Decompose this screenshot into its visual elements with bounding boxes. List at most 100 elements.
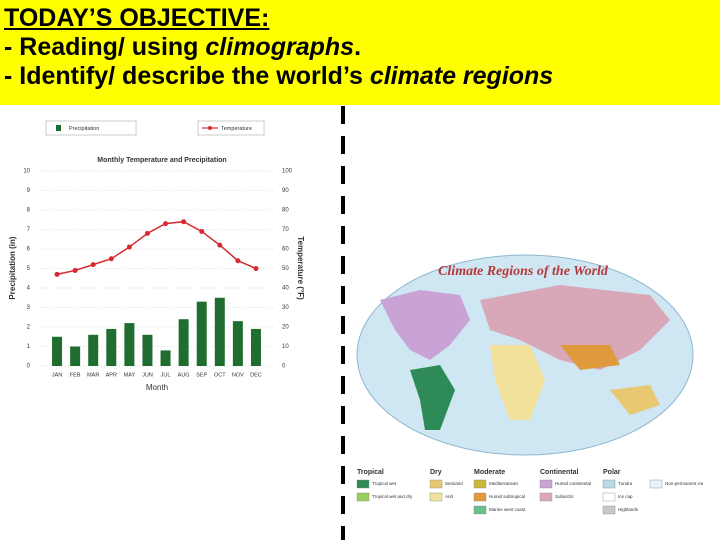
y2-tick-label: 30 xyxy=(282,305,289,311)
point xyxy=(163,221,169,227)
y-tick-label: 6 xyxy=(27,247,31,253)
legend-label: Tropical wet and dry xyxy=(372,494,413,499)
legend-heading: Continental xyxy=(540,469,579,476)
legend-heading: Tropical xyxy=(357,469,384,476)
legend-label: Subarctic xyxy=(555,494,575,499)
point xyxy=(144,230,150,236)
objective-line: - Identify/ describe the world’s climate… xyxy=(0,62,720,91)
text: climate regions xyxy=(369,62,554,90)
legend-label: Precipitation xyxy=(69,126,99,132)
legend-heading: Dry xyxy=(430,469,442,476)
y-tick-label: 3 xyxy=(27,305,31,311)
legend-swatch xyxy=(56,125,61,131)
bar xyxy=(70,346,81,366)
y-tick-label: 4 xyxy=(27,286,31,292)
bar xyxy=(52,336,63,366)
y2-tick-label: 90 xyxy=(282,188,289,194)
legend-label: Semiarid xyxy=(445,481,463,486)
bar xyxy=(250,328,261,366)
point xyxy=(235,258,241,264)
map-land xyxy=(610,385,660,415)
x-tick-label: AUG xyxy=(178,372,190,378)
legend-label: Mediterranean xyxy=(489,481,519,486)
x-tick-label: FEB xyxy=(70,372,81,378)
bar xyxy=(106,328,117,366)
legend-label: Tundra xyxy=(618,481,633,486)
point xyxy=(126,244,132,250)
legend-swatch xyxy=(356,479,370,489)
bar xyxy=(178,319,189,366)
point xyxy=(72,267,78,273)
x-tick-label: JAN xyxy=(52,372,62,378)
x-tick-label: NOV xyxy=(232,372,244,378)
point xyxy=(199,228,205,234)
map-land xyxy=(560,345,620,370)
y2-tick-label: 70 xyxy=(282,227,289,233)
y2-tick-label: 100 xyxy=(282,169,293,175)
y2-axis-label: Temperature (°F) xyxy=(296,236,305,300)
point xyxy=(217,242,223,248)
legend-label: Ice cap xyxy=(618,494,633,499)
y2-tick-label: 40 xyxy=(282,286,289,292)
map-land xyxy=(490,345,545,420)
legend-swatch xyxy=(602,479,616,489)
point xyxy=(54,271,60,277)
x-tick-label: DEC xyxy=(250,372,262,378)
legend-swatch xyxy=(602,505,616,515)
y-axis-label: Precipitation (in) xyxy=(8,236,17,299)
x-tick-label: JUN xyxy=(142,372,153,378)
x-tick-label: MAY xyxy=(124,372,136,378)
legend-swatch xyxy=(473,505,487,515)
legend-label: Humid subtropical xyxy=(489,494,525,499)
map-land xyxy=(480,285,670,370)
legend-label: Highlands xyxy=(618,507,639,512)
legend-label: Marine west coast xyxy=(489,507,526,512)
point xyxy=(108,256,114,262)
map-land xyxy=(410,365,455,430)
y-tick-label: 7 xyxy=(27,227,31,233)
x-tick-label: OCT xyxy=(214,372,226,378)
y2-tick-label: 50 xyxy=(282,266,289,272)
x-tick-label: APR xyxy=(106,372,117,378)
legend-label: Temperature xyxy=(221,126,252,132)
legend-swatch xyxy=(473,479,487,489)
text: - Reading/ using xyxy=(4,33,206,61)
x-tick-label: JUL xyxy=(161,372,171,378)
point xyxy=(90,262,96,268)
legend-box xyxy=(45,120,137,136)
header-title: TODAY’S OBJECTIVE: xyxy=(4,4,270,32)
y-tick-label: 2 xyxy=(27,325,31,331)
bar xyxy=(88,334,99,366)
x-axis-label: Month xyxy=(146,383,168,392)
map-land xyxy=(380,290,470,360)
legend-label: Arid xyxy=(445,494,453,499)
legend-label: Humid continental xyxy=(555,481,591,486)
y2-tick-label: 60 xyxy=(282,247,289,253)
legend-box xyxy=(197,120,265,136)
map-title: Climate Regions of the World xyxy=(438,264,609,279)
objective-line: - Reading/ using climographs. xyxy=(0,33,720,62)
legend-heading: Moderate xyxy=(474,469,505,476)
legend-swatch xyxy=(602,492,616,502)
x-tick-label: MAR xyxy=(87,372,99,378)
legend-swatch xyxy=(473,492,487,502)
line xyxy=(56,220,257,276)
bar xyxy=(160,350,171,366)
point xyxy=(181,219,187,225)
legend-swatch xyxy=(649,479,663,489)
legend-label: Non-permanent ice xyxy=(665,481,704,486)
bar xyxy=(196,301,207,366)
text: climographs xyxy=(205,33,355,61)
bar xyxy=(232,321,243,366)
legend-label: Tropical wet xyxy=(372,481,397,486)
legend-swatch xyxy=(356,492,370,502)
bar xyxy=(124,323,135,366)
y-tick-label: 1 xyxy=(27,344,31,350)
y-tick-label: 9 xyxy=(27,188,31,194)
y-tick-label: 10 xyxy=(23,169,30,175)
legend-swatch xyxy=(539,492,553,502)
legend-swatch xyxy=(208,126,212,130)
point xyxy=(253,266,259,271)
